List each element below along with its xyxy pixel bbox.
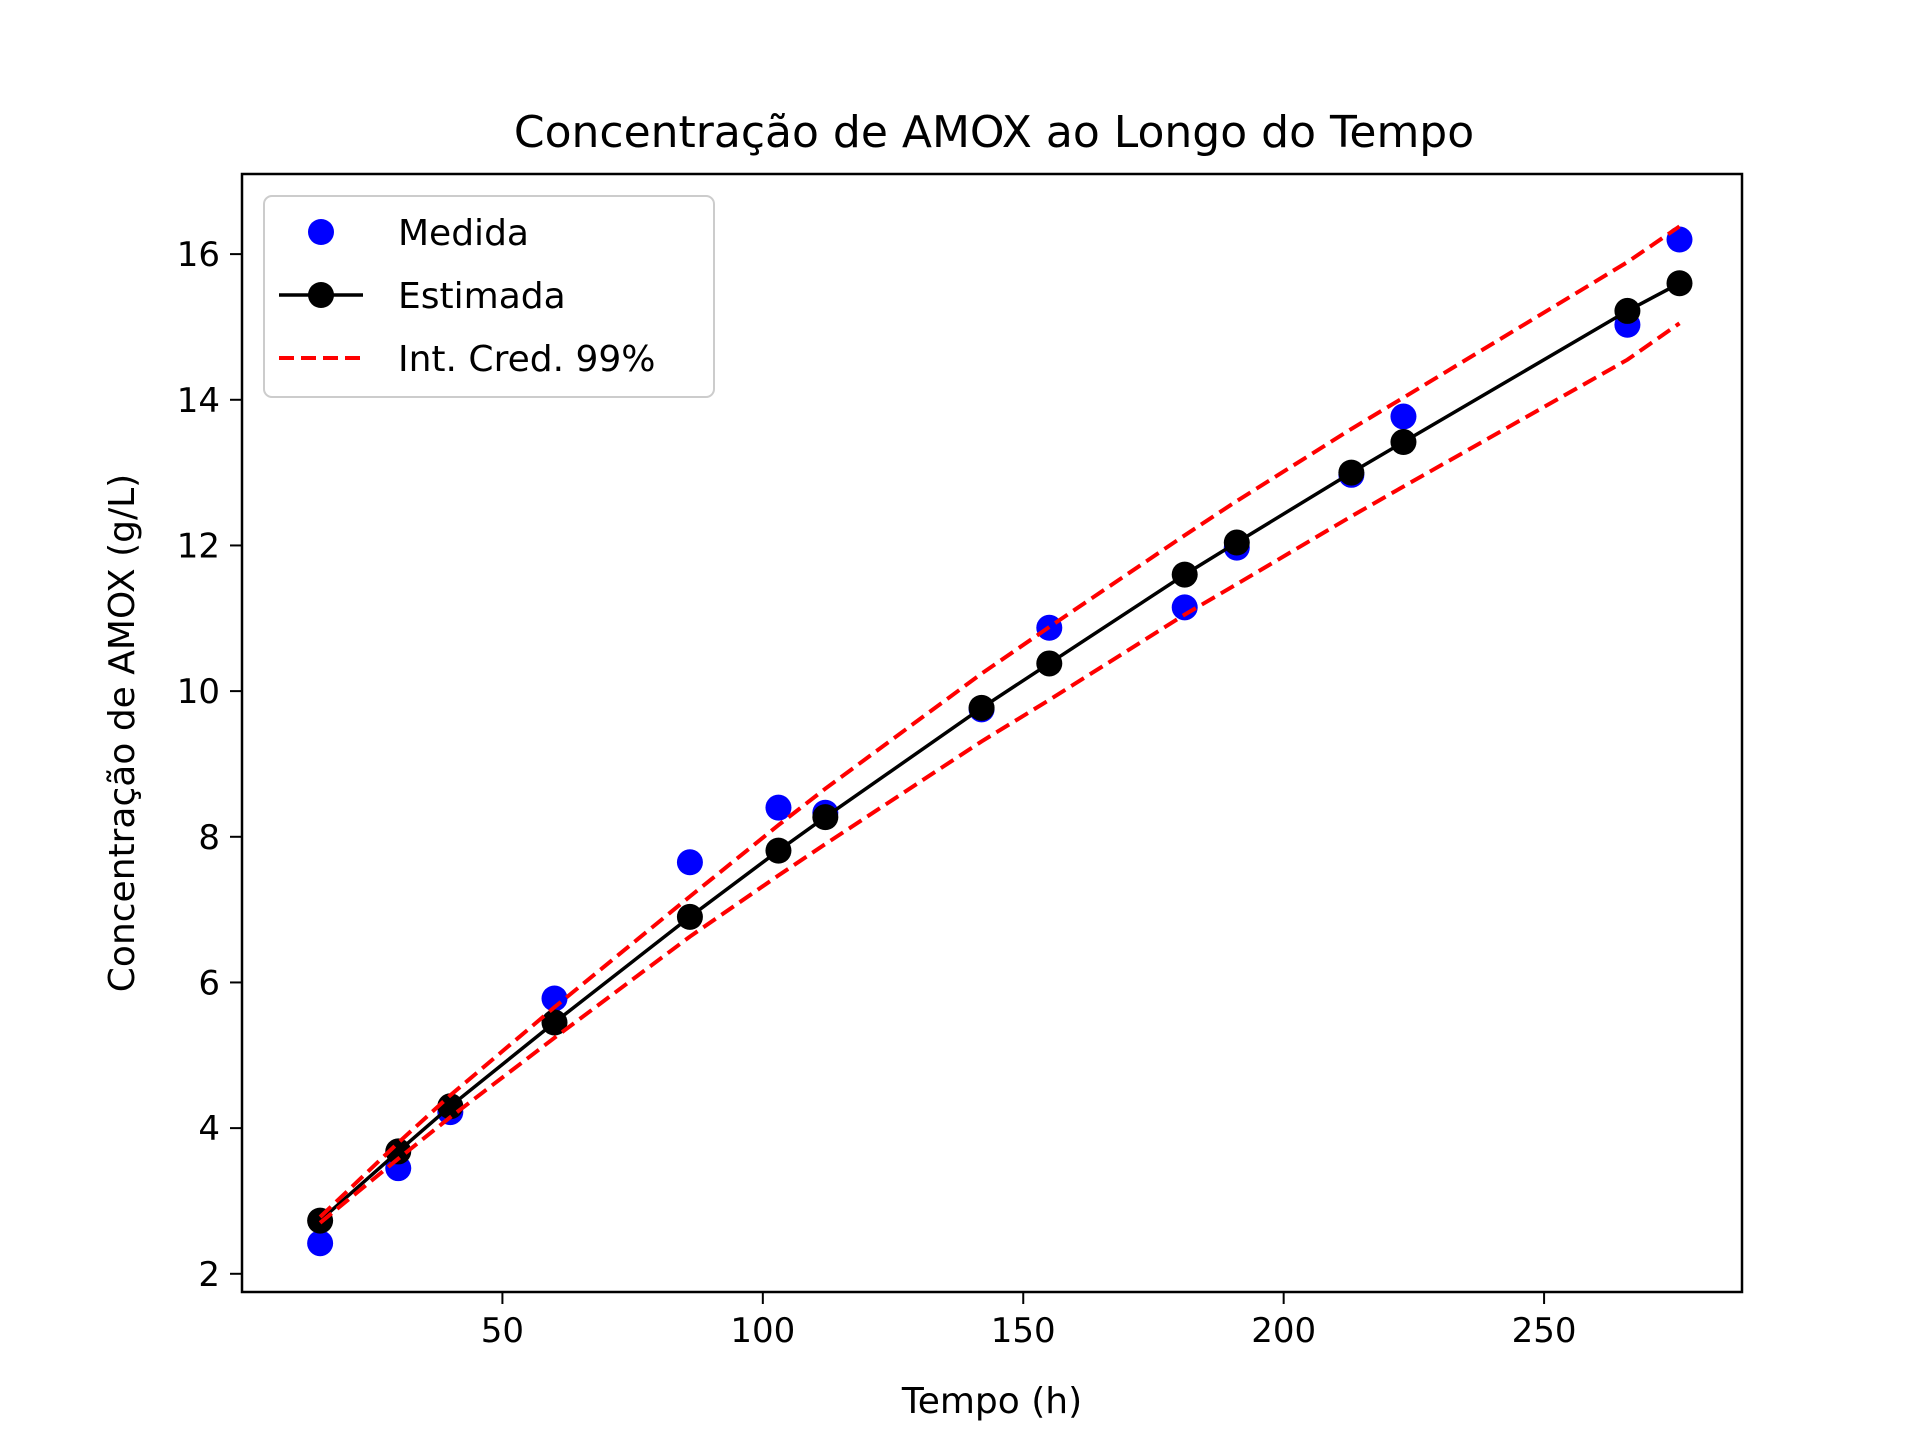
estimated-point [541,1009,568,1036]
y-tick-label-6: 6 [198,963,220,1003]
axes-frame [240,172,1744,1294]
chart-title: Concentração de AMOX ao Longo do Tempo [514,107,1474,158]
legend-label: Estimada [398,276,566,317]
measured-point [676,849,703,876]
estimated-point [812,804,839,831]
y-tick-label-4: 4 [198,1109,220,1149]
y-axis: 2 4 6 8 10 12 14 16 [177,235,242,1295]
estimated-point [1614,297,1641,324]
legend-label: Medida [398,213,529,254]
measured-point [1390,403,1417,430]
y-tick-label-8: 8 [198,818,220,858]
x-tick-label-250: 250 [1512,1311,1577,1351]
estimated-point [968,694,995,721]
x-tick-label-200: 200 [1251,1311,1316,1351]
measured-point [307,1230,334,1257]
estimated-point [1223,529,1250,556]
estimated-point [765,837,792,864]
legend-marker-medida [308,219,334,245]
y-tick-label-14: 14 [177,381,220,421]
y-axis-label: Concentração de AMOX (g/L) [102,474,143,992]
legend-box [263,195,715,398]
estimated-point [676,903,703,930]
interval-lower-line [318,321,1681,1225]
estimated-point [385,1138,412,1165]
measured-point [1171,594,1198,621]
estimated-point [1338,459,1365,486]
measured-point [541,985,568,1012]
y-tick-label-2: 2 [198,1255,220,1295]
measured-point [765,794,792,821]
interval-upper-line [318,224,1681,1219]
estimated-point [1036,650,1063,677]
estimated-point [1171,561,1198,588]
y-tick-label-16: 16 [177,235,220,275]
x-tick-label-150: 150 [991,1311,1056,1351]
estimated-point [1666,270,1693,297]
legend-label: Int. Cred. 99% [398,339,655,380]
legend: Medida Estimada Int. Cred. 99% [263,195,715,398]
estimated-point [1390,429,1417,456]
estimated-point [437,1093,464,1120]
x-axis: 50 100 150 200 250 [481,1292,1577,1351]
y-tick-label-10: 10 [177,672,220,712]
x-tick-label-50: 50 [481,1311,524,1351]
legend-marker-estimada [308,282,334,308]
x-axis-label: Tempo (h) [901,1381,1082,1422]
plot-area [307,224,1693,1257]
x-tick-label-100: 100 [730,1311,795,1351]
y-tick-label-12: 12 [177,526,220,566]
